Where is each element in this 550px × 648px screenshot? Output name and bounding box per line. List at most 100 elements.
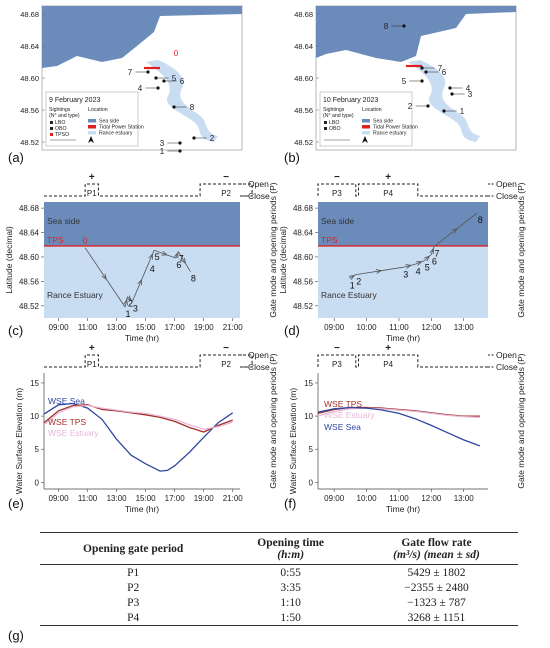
y-tick-label: 10 — [30, 412, 39, 421]
series-line — [317, 407, 480, 419]
table-cell: 3268 ± 1151 — [354, 610, 518, 626]
x-tick-label: 17:00 — [165, 494, 186, 503]
trajectory-segment — [402, 263, 416, 268]
sighting-label: 3 — [468, 90, 473, 99]
map-legend-sighting-type: LBO — [55, 120, 65, 126]
gate-period-label: P2 — [221, 189, 231, 198]
panel-letter-b: (b) — [284, 150, 300, 165]
x-tick-label: 15:00 — [136, 323, 157, 332]
y-tick-label: 48.52 — [19, 302, 40, 311]
x-tick-label: 13:00 — [454, 494, 475, 503]
sighting-label: 5 — [402, 77, 407, 86]
gate-close-label: Close — [248, 191, 270, 201]
sighting-point-label: 6 — [432, 257, 437, 267]
gate-period-label: P4 — [383, 360, 393, 369]
sighting-label: 8 — [384, 22, 389, 31]
trajectory-segment — [355, 266, 403, 276]
x-tick-label: 09:00 — [324, 494, 345, 503]
latitude-chart-c: Sea side TPS Rance Estuary 48.68 48.64 48.60 4… — [4, 182, 278, 343]
gate-close-label: Close — [248, 362, 270, 372]
wse-chart-f: 15 10 5 0 09:00 10:00 11:00 12:00 13:00 Time (hr)… — [288, 353, 526, 514]
gate-axis-label: Gate mode and opening periods (P) — [268, 182, 278, 317]
map-y-tick-label: 48.60 — [294, 74, 313, 83]
map-legend-sightings-subtitle: (N° and type) — [323, 113, 354, 119]
sighting-point-label: 2 — [128, 299, 133, 309]
x-tick-label: 13:00 — [454, 323, 475, 332]
y-tick-label: 5 — [35, 445, 40, 454]
y-tick-label: 48.56 — [19, 277, 40, 286]
sighting-label: 0 — [174, 49, 179, 58]
table-row: P4 1:50 3268 ± 1151 — [40, 610, 518, 626]
zone-label-tps: TPS — [47, 235, 64, 245]
map-panel-b: 48.68 48.64 48.60 48.56 48.52 10 February 202… — [294, 5, 517, 151]
gate-close-label: Close — [496, 362, 518, 372]
series-label: WSE Sea — [324, 422, 361, 432]
trajectory-arrow-icon — [101, 273, 107, 280]
trajectory-segment — [177, 251, 191, 272]
sighting-point-label: 7 — [435, 249, 440, 259]
map-legend-swatch — [362, 125, 370, 129]
sighting-label: 7 — [438, 64, 443, 73]
map-legend-location-title: Location — [362, 107, 382, 113]
sighting-label: 2 — [408, 102, 413, 111]
table-header-time: Opening time (h:m) — [257, 537, 325, 561]
y-tick-label: 0 — [35, 478, 40, 487]
x-axis-label: Time (hr) — [386, 333, 420, 343]
zone-label-sea: Sea side — [47, 216, 80, 226]
sighting-point-label: 3 — [133, 304, 138, 314]
wse-chart-e: 15 10 5 0 09:00 11:00 13:00 15:00 17:00 19:00 21:0… — [14, 353, 278, 514]
gate-sign-label: − — [223, 343, 229, 354]
table-header-period: Opening gate period — [83, 543, 184, 555]
map-legend-sightings-title: Sightings — [323, 107, 345, 113]
x-tick-label: 10:00 — [357, 323, 378, 332]
y-tick-label: 48.60 — [293, 253, 314, 262]
gate-flow-table: Opening gate period Opening time (h:m) Ga… — [40, 532, 518, 626]
y-tick-label: 48.60 — [19, 253, 40, 262]
zone-label-estuary: Rance Estuary — [321, 290, 377, 300]
sighting-point-label: 1 — [126, 309, 131, 319]
map-legend-sighting-type: LBO — [329, 120, 339, 126]
map-y-tick-label: 48.68 — [20, 10, 39, 19]
sighting-point-label: 3 — [403, 269, 408, 279]
map-legend-swatch — [362, 131, 370, 135]
gate-mode-line — [44, 354, 253, 368]
gate-strip: Open Close − P3 + P4 — [317, 172, 518, 201]
map-legend-location-type: Tidal Power Station — [99, 125, 144, 131]
latitude-chart-d: Sea side TPS Rance Estuary 48.68 48.64 48.60 4… — [278, 182, 526, 343]
gate-period-label: P3 — [332, 189, 342, 198]
table-cell: 0:55 — [280, 566, 301, 579]
x-tick-label: 13:00 — [107, 494, 128, 503]
trajectory-arrow-icon — [375, 269, 383, 274]
sighting-label: 4 — [138, 84, 143, 93]
gate-open-label: Open — [496, 179, 517, 189]
map-y-tick-label: 48.52 — [20, 138, 39, 147]
sighting-label: 5 — [172, 74, 177, 83]
trajectory-arrow-icon — [348, 274, 356, 280]
y-tick-label: 48.64 — [293, 229, 314, 238]
y-tick-label: 15 — [304, 379, 313, 388]
map-legend-swatch — [88, 131, 96, 135]
map-y-tick-label: 48.64 — [294, 42, 313, 51]
series-line — [317, 406, 481, 447]
map-legend-location-title: Location — [88, 107, 108, 113]
series-line — [43, 404, 233, 430]
x-tick-label: 19:00 — [194, 494, 215, 503]
trajectory-segment — [433, 212, 478, 247]
trajectory-segment — [424, 254, 432, 261]
y-tick-label: 15 — [30, 379, 39, 388]
table-row: P3 1:10 −1323 ± 787 — [40, 595, 518, 610]
sighting-point-label: 8 — [478, 215, 483, 225]
map-legend-marker — [50, 133, 53, 136]
table-row: P2 3:35 −2355 ± 2480 — [40, 580, 518, 595]
map-legend-swatch — [362, 119, 370, 123]
gate-axis-label: Gate mode and opening periods (P) — [516, 353, 526, 488]
map-legend-location-type: Rance estuary — [99, 131, 133, 137]
trajectory-arrow-icon — [424, 255, 431, 262]
sighting-label: 2 — [210, 134, 215, 143]
gate-strip: Open Close + P1 − P2 — [44, 172, 270, 201]
table-header-flow: Gate flow rate (m³/s) (mean ± sd) — [393, 537, 480, 561]
map-legend-marker — [324, 121, 327, 124]
sighting-label: 3 — [160, 139, 165, 148]
gate-sign-label: + — [89, 172, 95, 183]
panel-letter-g: (g) — [8, 628, 24, 643]
